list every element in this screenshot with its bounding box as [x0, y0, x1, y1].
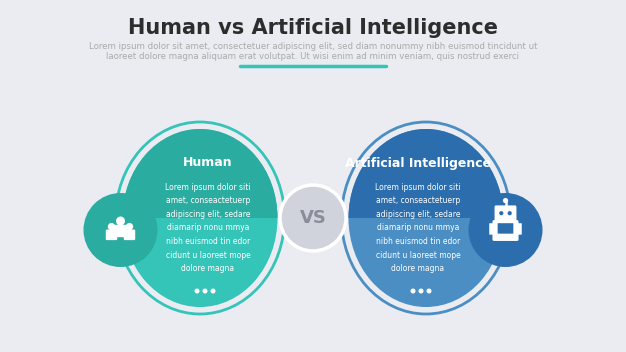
- Circle shape: [468, 193, 543, 267]
- Circle shape: [202, 289, 207, 294]
- FancyBboxPatch shape: [124, 230, 135, 240]
- Ellipse shape: [349, 129, 503, 307]
- FancyBboxPatch shape: [516, 223, 521, 235]
- Circle shape: [195, 289, 200, 294]
- Text: Lorem ipsum dolor sit amet, consectetuer adipiscing elit, sed diam nonummy nibh : Lorem ipsum dolor sit amet, consectetuer…: [89, 42, 537, 51]
- Circle shape: [503, 198, 508, 203]
- Circle shape: [126, 223, 133, 230]
- FancyBboxPatch shape: [495, 206, 516, 222]
- Text: Human: Human: [183, 157, 233, 170]
- Circle shape: [108, 223, 115, 230]
- Circle shape: [419, 289, 424, 294]
- Text: Artificial Intelligence: Artificial Intelligence: [345, 157, 491, 170]
- Bar: [45, 40, 355, 218]
- Ellipse shape: [349, 129, 503, 307]
- Ellipse shape: [123, 129, 277, 307]
- FancyBboxPatch shape: [106, 230, 117, 240]
- Circle shape: [426, 289, 431, 294]
- Text: laoreet dolore magna aliquam erat volutpat. Ut wisi enim ad minim veniam, quis n: laoreet dolore magna aliquam erat volutp…: [106, 52, 520, 61]
- Ellipse shape: [123, 129, 277, 307]
- Text: Human vs Artificial Intelligence: Human vs Artificial Intelligence: [128, 18, 498, 38]
- FancyBboxPatch shape: [498, 223, 513, 234]
- Circle shape: [83, 193, 158, 267]
- FancyBboxPatch shape: [490, 223, 495, 235]
- Circle shape: [411, 289, 416, 294]
- Circle shape: [499, 211, 503, 215]
- FancyBboxPatch shape: [493, 220, 518, 241]
- Circle shape: [508, 211, 512, 215]
- Circle shape: [210, 289, 215, 294]
- Text: VS: VS: [300, 209, 326, 227]
- Bar: [271, 40, 581, 218]
- Text: Lorem ipsum dolor siti
amet, conseactetuerp
adipiscing elit, sedare
diamarip non: Lorem ipsum dolor siti amet, conseactetu…: [165, 183, 251, 273]
- Circle shape: [280, 185, 346, 251]
- FancyBboxPatch shape: [114, 225, 127, 237]
- Circle shape: [116, 216, 125, 226]
- Text: Lorem ipsum dolor siti
amet, conseactetuerp
adipiscing elit, sedare
diamarip non: Lorem ipsum dolor siti amet, conseactetu…: [375, 183, 461, 273]
